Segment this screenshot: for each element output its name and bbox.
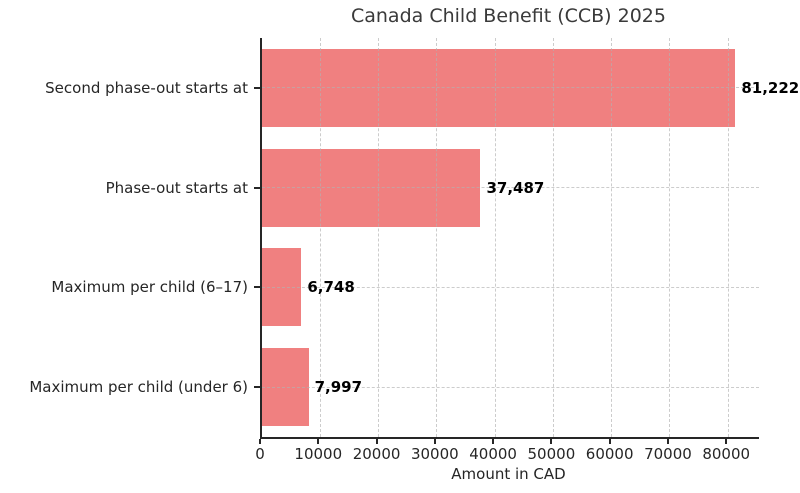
y-gridline	[262, 386, 759, 388]
x-tick-mark	[550, 439, 553, 444]
y-tick-mark	[254, 86, 260, 89]
x-axis-title: Amount in CAD	[451, 465, 566, 483]
x-tick-mark	[375, 439, 378, 444]
x-gridline	[611, 38, 613, 437]
x-tick-label: 20000	[352, 445, 401, 463]
y-category-label: Maximum per child (6–17)	[51, 278, 248, 297]
y-tick-mark	[254, 186, 260, 189]
y-tick-mark	[254, 286, 260, 289]
x-tick-label: 40000	[469, 445, 517, 463]
x-tick-label: 60000	[585, 445, 634, 463]
bar-value-label: 7,997	[314, 378, 363, 397]
bar-value-label: 6,748	[307, 278, 355, 297]
x-tick-mark	[259, 439, 261, 444]
bar-value-label: 37,487	[486, 178, 545, 197]
y-gridline	[262, 187, 759, 189]
x-gridline	[552, 38, 554, 437]
plot-area	[260, 38, 759, 439]
x-tick-mark	[666, 439, 669, 444]
y-category-label: Second phase-out starts at	[45, 78, 248, 97]
x-gridline	[436, 38, 438, 437]
x-tick-mark	[317, 439, 320, 444]
x-tick-label: 50000	[527, 445, 576, 463]
bar-value-label: 81,222	[741, 78, 800, 97]
x-tick-mark	[433, 439, 436, 444]
y-category-label: Phase-out starts at	[105, 178, 248, 197]
chart-title: Canada Child Benefit (CCB) 2025	[350, 5, 666, 27]
x-tick-mark	[492, 439, 495, 444]
x-tick-label: 0	[255, 445, 265, 463]
x-tick-label: 80000	[702, 445, 751, 463]
x-gridline	[727, 38, 729, 437]
y-category-label: Maximum per child (under 6)	[29, 378, 248, 397]
y-gridline	[262, 286, 759, 288]
x-gridline	[319, 38, 321, 437]
x-gridline	[494, 38, 496, 437]
x-gridline	[669, 38, 671, 437]
y-gridline	[262, 87, 759, 89]
x-tick-label: 30000	[410, 445, 459, 463]
x-tick-label: 70000	[644, 445, 692, 463]
x-tick-label: 10000	[294, 445, 343, 463]
x-gridline	[378, 38, 380, 437]
x-tick-mark	[608, 439, 611, 444]
y-tick-mark	[254, 386, 260, 389]
x-tick-mark	[725, 439, 728, 444]
